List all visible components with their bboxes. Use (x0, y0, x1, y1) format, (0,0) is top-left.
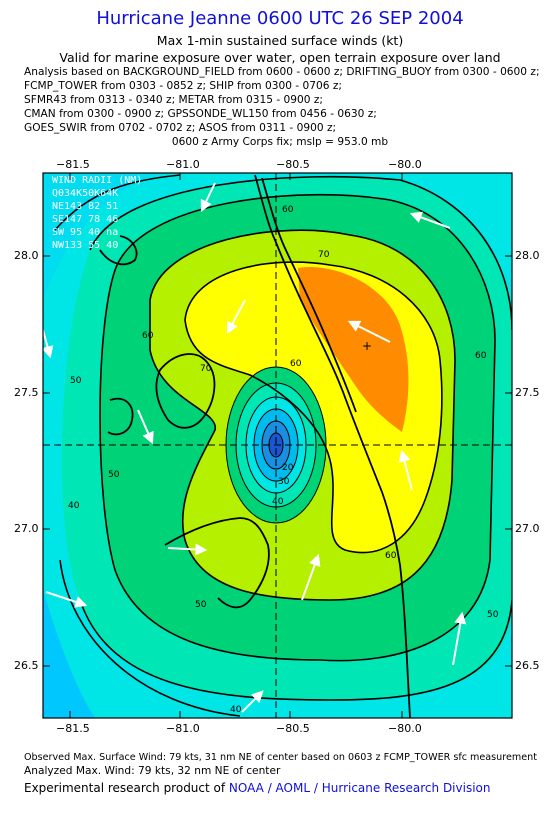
isotach-lines (54, 174, 512, 717)
lat-tick-label: 27.0 (515, 522, 540, 535)
map-title: Hurricane Jeanne 0600 UTC 26 SEP 2004 (96, 8, 464, 29)
axis-ticks (43, 173, 512, 718)
wind-radii-header: WIND RADII (NM) (52, 175, 142, 186)
lon-tick-label: −81.0 (166, 722, 200, 735)
lat-tick-label: 27.5 (14, 386, 39, 399)
contour-label: 60 (290, 359, 302, 369)
wind-radii-row: SW 95 40 na (52, 227, 118, 238)
lon-tick-label: −80.5 (276, 158, 310, 171)
lon-tick-label: −81.0 (166, 158, 200, 171)
source-line: SFMR43 from 0313 - 0340 z; METAR from 03… (24, 94, 323, 106)
wind-band-lowest (43, 173, 160, 300)
wind-field: + 60 70 60 70 60 50 60 40 50 (43, 173, 512, 718)
observation-arrows (43, 182, 467, 713)
contour-label: 50 (195, 600, 207, 610)
lon-tick-label: −80.5 (276, 722, 310, 735)
lat-tick-label: 26.5 (515, 659, 540, 672)
wind-band-75-plus (298, 266, 409, 432)
contour-labels: 60 70 60 70 60 50 60 40 50 30 20 40 60 5… (68, 205, 499, 715)
wind-radii-row: NW133 55 40 (52, 240, 118, 251)
contour-label: 70 (318, 250, 330, 260)
wind-radii-row: NE143 82 51 (52, 201, 118, 212)
observed-max-wind: Observed Max. Surface Wind: 79 kts, 31 n… (24, 752, 537, 763)
lon-tick-label: −80.0 (388, 722, 422, 735)
lon-tick-label: −81.5 (56, 722, 90, 735)
contour-label: 40 (272, 497, 284, 507)
coastline (99, 174, 411, 718)
lon-tick-label: −81.5 (56, 158, 90, 171)
credit-line: Experimental research product of NOAA / … (24, 781, 490, 795)
wind-radii-row: SE147 78 46 (52, 214, 118, 225)
wind-band-lowest (43, 590, 95, 718)
contour-label: 60 (385, 551, 397, 561)
lat-tick-label: 28.0 (14, 249, 39, 262)
source-line: GOES_SWIR from 0702 - 0702 z; ASOS from … (24, 122, 337, 134)
contour-label: 60 (282, 205, 294, 215)
contour-label: 70 (200, 364, 212, 374)
contour-label: 60 (142, 331, 154, 341)
contour-label: 40 (68, 501, 80, 511)
contour-label: 40 (230, 705, 242, 715)
plot-frame (42, 172, 513, 719)
lat-tick-label: 27.5 (515, 386, 540, 399)
credit-organization[interactable]: NOAA / AOML / Hurricane Research Divisio… (228, 781, 491, 795)
center-fix-line: 0600 z Army Corps fix; mslp = 953.0 mb (171, 136, 389, 148)
source-line: CMAN from 0300 - 0900 z; GPSSONDE_WL150 … (24, 108, 377, 120)
lon-tick-label: −80.0 (388, 158, 422, 171)
wind-radii-columns: Q034K50K64K (52, 188, 118, 199)
lat-tick-label: 26.5 (14, 659, 39, 672)
contour-label: 30 (278, 477, 290, 487)
wind-radii-table: WIND RADII (NM) Q034K50K64K NE143 82 51 … (52, 175, 142, 251)
max-wind-marker: + (362, 339, 372, 353)
source-line: Analysis based on BACKGROUND_FIELD from … (24, 66, 540, 78)
contour-label: 60 (475, 351, 487, 361)
credit-prefix: Experimental research product of (24, 781, 229, 795)
center-crosshair (43, 173, 512, 718)
source-line: FCMP_TOWER from 0303 - 0852 z; SHIP from… (24, 80, 342, 92)
analyzed-max-wind: Analyzed Max. Wind: 79 kts, 32 nm NE of … (24, 765, 281, 777)
map-subtitle-winds: Max 1-min sustained surface winds (kt) (156, 33, 404, 48)
map-subtitle-exposure: Valid for marine exposure over water, op… (59, 50, 501, 65)
lat-tick-label: 27.0 (14, 522, 39, 535)
contour-label: 20 (282, 463, 294, 473)
contour-label: 50 (108, 470, 120, 480)
contour-label: 50 (70, 376, 82, 386)
contour-label: 50 (487, 610, 499, 620)
lat-tick-label: 28.0 (515, 249, 540, 262)
